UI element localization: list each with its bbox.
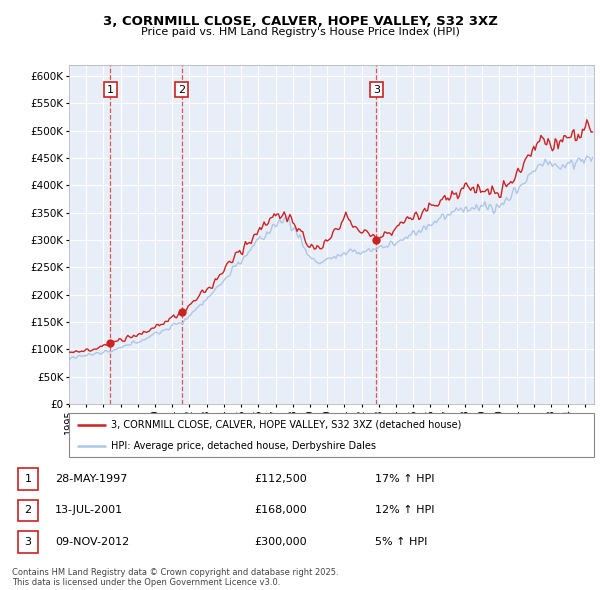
Text: Contains HM Land Registry data © Crown copyright and database right 2025.
This d: Contains HM Land Registry data © Crown c… xyxy=(12,568,338,587)
Text: 17% ↑ HPI: 17% ↑ HPI xyxy=(375,474,434,484)
Text: 1: 1 xyxy=(25,474,31,484)
Text: £300,000: £300,000 xyxy=(254,537,307,547)
FancyBboxPatch shape xyxy=(69,413,594,457)
Text: £112,500: £112,500 xyxy=(254,474,307,484)
Text: 13-JUL-2001: 13-JUL-2001 xyxy=(55,506,124,515)
FancyBboxPatch shape xyxy=(18,500,38,521)
Text: HPI: Average price, detached house, Derbyshire Dales: HPI: Average price, detached house, Derb… xyxy=(111,441,376,451)
Text: 09-NOV-2012: 09-NOV-2012 xyxy=(55,537,130,547)
Text: 3, CORNMILL CLOSE, CALVER, HOPE VALLEY, S32 3XZ (detached house): 3, CORNMILL CLOSE, CALVER, HOPE VALLEY, … xyxy=(111,420,461,430)
Text: £168,000: £168,000 xyxy=(254,506,307,515)
Text: 3, CORNMILL CLOSE, CALVER, HOPE VALLEY, S32 3XZ: 3, CORNMILL CLOSE, CALVER, HOPE VALLEY, … xyxy=(103,15,497,28)
Text: Price paid vs. HM Land Registry's House Price Index (HPI): Price paid vs. HM Land Registry's House … xyxy=(140,27,460,37)
Text: 5% ↑ HPI: 5% ↑ HPI xyxy=(375,537,427,547)
Text: 3: 3 xyxy=(373,84,380,94)
FancyBboxPatch shape xyxy=(18,531,38,552)
Text: 3: 3 xyxy=(25,537,31,547)
Text: 2: 2 xyxy=(24,506,31,515)
Text: 28-MAY-1997: 28-MAY-1997 xyxy=(55,474,128,484)
Text: 12% ↑ HPI: 12% ↑ HPI xyxy=(375,506,434,515)
Text: 1: 1 xyxy=(107,84,114,94)
FancyBboxPatch shape xyxy=(18,468,38,490)
Text: 2: 2 xyxy=(178,84,185,94)
